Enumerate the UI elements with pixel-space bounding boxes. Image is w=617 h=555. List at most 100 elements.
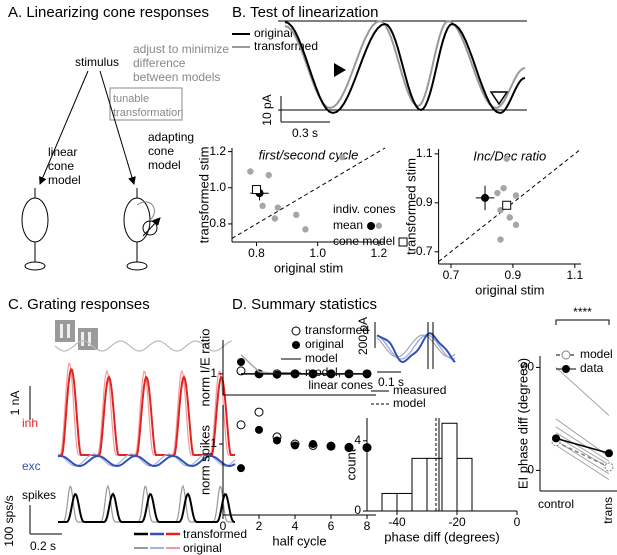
x-tick-label: 4 xyxy=(292,519,299,533)
series-line xyxy=(555,367,610,416)
legend-label: transformed xyxy=(183,527,247,541)
x-axis-label: original stim xyxy=(274,260,343,275)
adjust-text: difference xyxy=(133,56,186,70)
marker-open xyxy=(254,407,264,417)
marker-dot xyxy=(271,215,279,222)
x-tick-label: 1.0 xyxy=(309,246,326,260)
trace-label: inh xyxy=(22,416,38,430)
grating-icon xyxy=(55,320,98,350)
marker-dot xyxy=(503,155,510,162)
marker-dot xyxy=(494,189,501,197)
marker-open xyxy=(236,366,246,376)
x-tick-label: 0.9 xyxy=(505,268,522,282)
marker-filled xyxy=(327,442,335,451)
marker-dot xyxy=(247,168,254,175)
marker-filled xyxy=(552,434,560,443)
y-tick-label: 0 xyxy=(354,503,361,517)
y-axis-label: transformed stim xyxy=(196,147,211,244)
marker-filled xyxy=(273,436,281,445)
legend-line: model, xyxy=(305,365,341,379)
marker-dot xyxy=(506,214,513,221)
trace xyxy=(284,19,526,110)
series-line xyxy=(555,426,610,462)
x-tick-label: -20 xyxy=(448,515,466,529)
legend-label: mean xyxy=(333,218,363,232)
scale-label: 10 pA xyxy=(260,94,274,125)
trace xyxy=(58,492,236,523)
trace xyxy=(376,334,456,360)
y-tick-label: 1.2 xyxy=(209,144,226,158)
adjust-text: adjust to minimize xyxy=(133,42,229,56)
marker-filled xyxy=(481,193,490,202)
marker-dot xyxy=(293,211,300,219)
trace xyxy=(57,453,236,467)
x-tick-label: trans xyxy=(601,497,615,524)
scale-label: 0.3 s xyxy=(292,126,318,140)
marker-filled xyxy=(562,365,570,373)
stimulus-trace xyxy=(54,340,233,352)
panel-title: A. Linearizing cone responses xyxy=(8,4,209,21)
legend-label: measured xyxy=(393,383,446,397)
histogram-bar xyxy=(441,422,458,512)
marker-dot xyxy=(265,171,272,179)
histogram-bar xyxy=(426,457,443,512)
legend-label: original xyxy=(183,541,222,555)
x-axis-label: original stim xyxy=(475,282,544,297)
y-tick-label: 1 xyxy=(210,366,217,380)
marker-dot xyxy=(274,204,282,211)
y-axis-label: norm I/E ratio xyxy=(197,328,212,406)
marker-open xyxy=(561,350,571,360)
marker-filled xyxy=(237,358,245,366)
legend-label: model, linear cones xyxy=(305,365,373,392)
x-tick-label: 1.2 xyxy=(371,246,388,260)
trace xyxy=(376,332,456,364)
marker-filled xyxy=(273,370,281,379)
y-tick-label: 4 xyxy=(354,433,361,447)
cone-terminal xyxy=(126,261,148,271)
model-label: cone xyxy=(48,159,74,173)
y-tick-label: 1.0 xyxy=(209,180,226,194)
legend-label: model xyxy=(580,347,613,361)
box-text: transformation xyxy=(113,107,183,119)
adjust-text: between models xyxy=(133,70,220,84)
icon-frame xyxy=(55,320,75,342)
marker-square xyxy=(398,237,408,247)
feedback-loop xyxy=(136,201,155,221)
legend-label: original xyxy=(305,337,344,351)
marker-filled xyxy=(309,440,317,449)
series-line xyxy=(555,432,610,466)
marker-filled xyxy=(237,464,245,473)
marker-square xyxy=(502,200,512,210)
gain-knob xyxy=(142,220,158,236)
y-tick-label: 90 xyxy=(521,360,535,374)
marker-filled xyxy=(291,441,299,450)
y-tick-label: 0.9 xyxy=(416,195,433,209)
x-tick-label: 6 xyxy=(328,519,335,533)
marker-open xyxy=(604,462,614,472)
scale-label: 0.1 s xyxy=(378,375,404,389)
identity-line xyxy=(231,147,386,239)
model-label: model xyxy=(48,173,81,187)
model-label: model xyxy=(148,158,181,172)
marker-dot xyxy=(259,202,266,210)
icon-stripe xyxy=(60,324,63,338)
trace xyxy=(376,334,456,358)
arrow xyxy=(99,70,136,185)
legend-label: data xyxy=(580,361,604,375)
y-axis-label: EI phase diff (degrees) xyxy=(515,358,530,489)
trace-label: spikes xyxy=(22,488,56,502)
marker-filled xyxy=(255,425,263,434)
icon-stripe xyxy=(88,332,91,346)
icon-stripe xyxy=(67,324,70,338)
panel-title: B. Test of linearization xyxy=(232,4,378,21)
x-tick-label: 1.1 xyxy=(566,268,583,282)
marker-dot xyxy=(302,226,309,233)
marker-dot xyxy=(497,236,504,243)
legend-label: indiv. cones xyxy=(333,202,395,216)
significance-label: **** xyxy=(573,305,592,319)
marker-dot xyxy=(375,222,383,229)
trace xyxy=(284,21,526,115)
model-label: cone xyxy=(148,144,174,158)
cone-terminal xyxy=(24,261,46,271)
